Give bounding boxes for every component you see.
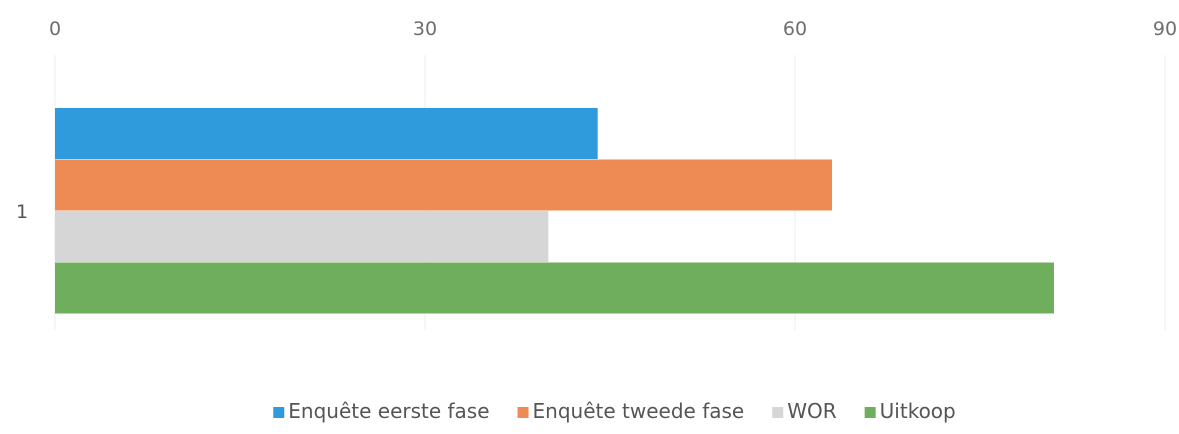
legend-item: Uitkoop: [864, 399, 956, 423]
legend-swatch: [273, 407, 285, 418]
legend-swatch: [864, 407, 876, 418]
x-tick-label: 90: [1153, 18, 1177, 40]
bar-enqu-te-tweede-fase: [55, 159, 832, 211]
x-tick-label: 30: [413, 18, 437, 40]
legend-label: Enquête tweede fase: [533, 399, 745, 423]
legend-swatch: [517, 407, 529, 418]
y-axis-category-labels: 1: [16, 201, 28, 223]
legend: Enquête eerste fase Enquête tweede fase WO…: [273, 399, 956, 423]
x-axis-tick-labels: 0 30 60 90: [49, 18, 1177, 40]
legend-item: Enquête eerste fase: [273, 399, 490, 423]
bar-wor: [55, 211, 549, 262]
x-tick-label: 0: [49, 18, 61, 40]
legend-swatch: [772, 407, 784, 418]
legend-label: Uitkoop: [880, 399, 956, 423]
legend-label: Enquête eerste fase: [288, 399, 489, 423]
legend-item: Enquête tweede fase: [517, 399, 745, 423]
bars: [55, 108, 1054, 314]
legend-item: WOR: [772, 399, 837, 423]
x-tick-label: 60: [783, 18, 807, 40]
category-label: 1: [16, 201, 28, 223]
legend-label: WOR: [787, 399, 837, 423]
bar-enqu-te-eerste-fase: [55, 108, 598, 159]
bar-uitkoop: [55, 262, 1054, 314]
